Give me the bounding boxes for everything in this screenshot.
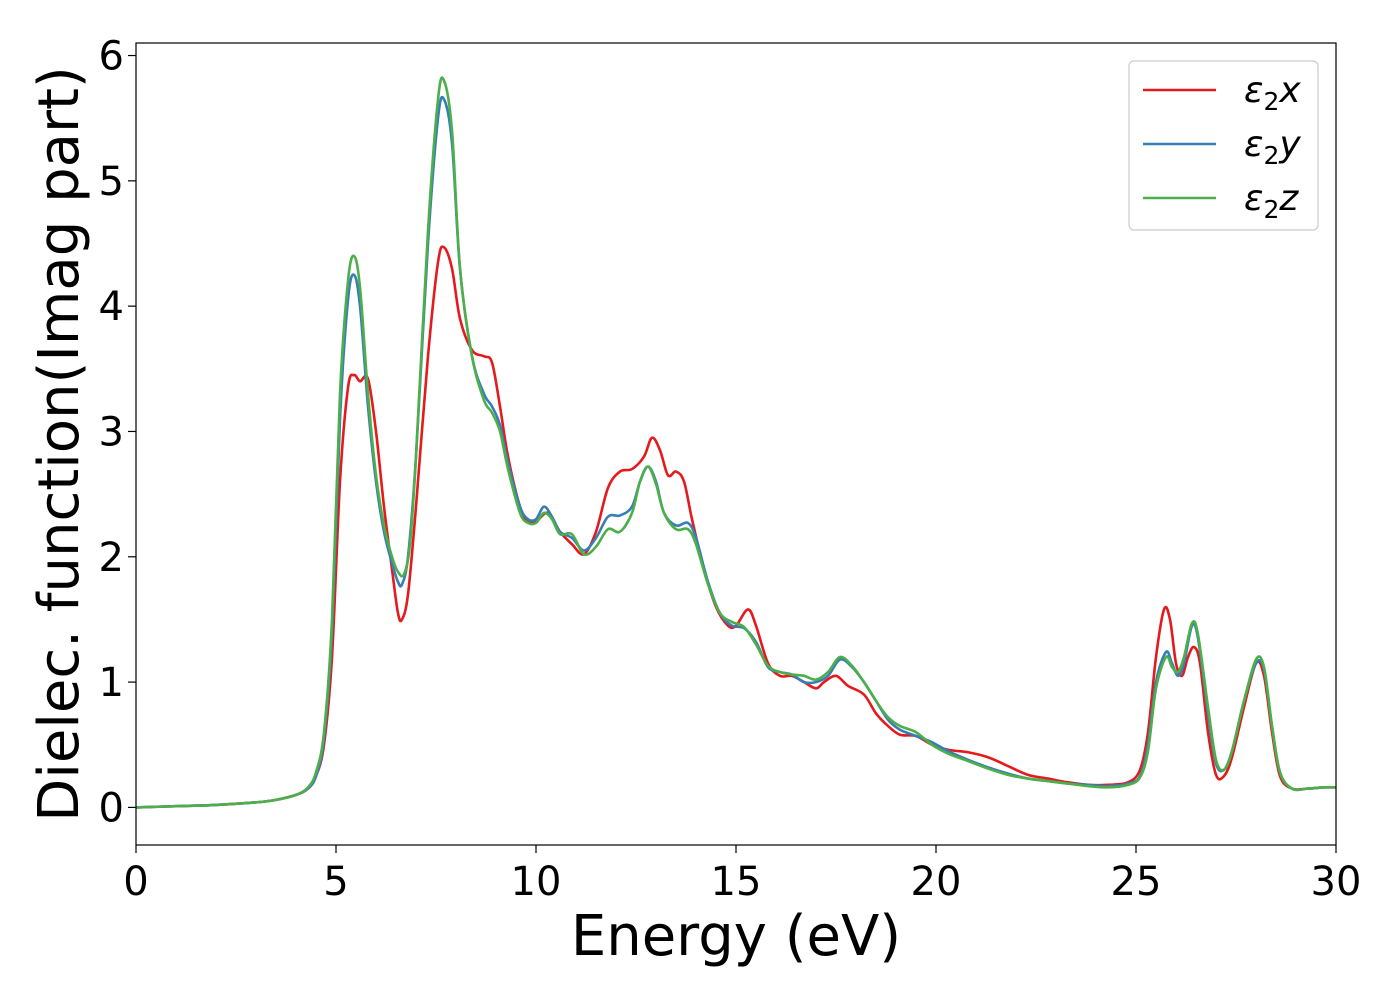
legend-items: ε2x ε2y ε2z xyxy=(1143,70,1301,224)
x-axis-label: Energy (eV) xyxy=(571,904,901,969)
x-tick-label: 15 xyxy=(711,859,762,905)
y-tick-label: 1 xyxy=(99,660,124,706)
legend-label-x: ε2x xyxy=(1244,70,1301,116)
series-line-z xyxy=(135,76,1337,809)
x-tick-label: 10 xyxy=(511,859,562,905)
x-tick-label: 0 xyxy=(123,859,148,905)
series-layer xyxy=(135,76,1337,809)
y-tick-label: 6 xyxy=(99,34,124,80)
legend-box xyxy=(1128,60,1319,231)
y-tick-label: 0 xyxy=(99,785,124,831)
x-tick-label: 20 xyxy=(911,859,962,905)
x-tick-label: 5 xyxy=(323,859,348,905)
legend: ε2x ε2y ε2z xyxy=(1128,60,1319,231)
y-tick-label: 5 xyxy=(99,159,124,205)
y-tick-label: 3 xyxy=(99,409,124,455)
x-axis: 0 5 10 15 20 25 30 xyxy=(123,845,1361,905)
y-tick-label: 2 xyxy=(99,535,124,581)
y-axis-label: Dielec. function(Imag part) xyxy=(27,66,92,822)
legend-label-z: ε2z xyxy=(1244,178,1299,224)
x-tick-label: 25 xyxy=(1111,859,1162,905)
y-axis: 0 1 2 3 4 5 6 xyxy=(99,34,136,831)
legend-label-y: ε2y xyxy=(1244,124,1301,170)
y-tick-label: 4 xyxy=(99,284,124,330)
x-tick-label: 30 xyxy=(1311,859,1362,905)
